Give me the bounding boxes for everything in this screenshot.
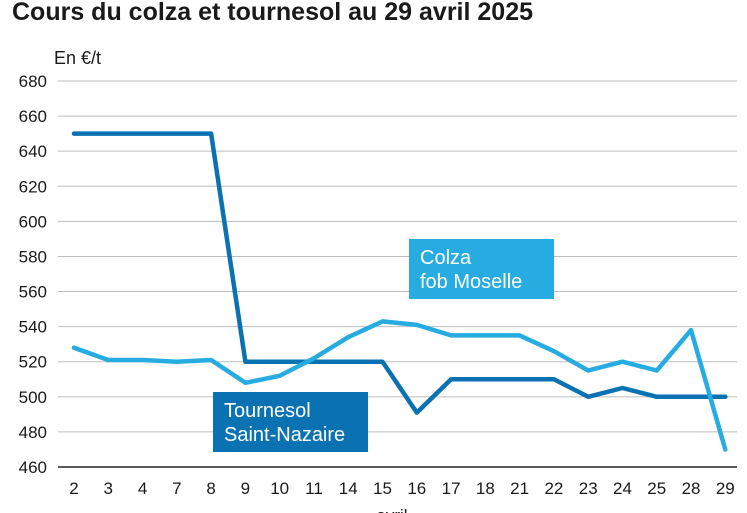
y-tick-label: 460: [19, 458, 47, 477]
series-label-box: [213, 392, 368, 452]
x-tick-label: 24: [613, 479, 632, 498]
x-tick-label: 28: [682, 479, 701, 498]
x-axis-label: avril: [376, 506, 407, 513]
x-tick-label: 17: [442, 479, 461, 498]
y-tick-label: 500: [19, 388, 47, 407]
x-tick-label: 23: [579, 479, 598, 498]
y-tick-label: 640: [19, 142, 47, 161]
x-tick-label: 21: [510, 479, 529, 498]
x-tick-label: 2: [69, 479, 78, 498]
y-tick-label: 480: [19, 423, 47, 442]
grid-lines: [58, 80, 737, 468]
y-axis-ticks: 460 480 500 520 540 560 580 600 620 640 660 680: [19, 72, 47, 477]
series-lines: [71, 131, 728, 452]
series-line-tournesol: [71, 131, 728, 415]
x-tick-label: 10: [270, 479, 289, 498]
x-tick-label: 15: [373, 479, 392, 498]
x-tick-label: 25: [647, 479, 666, 498]
y-tick-label: 620: [19, 177, 47, 196]
y-tick-label: 680: [19, 72, 47, 91]
x-tick-label: 14: [339, 479, 358, 498]
x-tick-label: 16: [407, 479, 426, 498]
y-tick-label: 580: [19, 247, 47, 266]
x-tick-label: 3: [104, 479, 113, 498]
y-tick-label: 520: [19, 353, 47, 372]
y-tick-label: 660: [19, 107, 47, 126]
x-tick-label: 4: [138, 479, 147, 498]
y-tick-label: 540: [19, 318, 47, 337]
series-label-text: Colza: [420, 247, 472, 269]
x-tick-label: 22: [544, 479, 563, 498]
x-axis-ticks: 2 3 4 7 8 9 10 11 14 15 16 17 18 21 22 23 24 25 28 29: [69, 479, 735, 498]
x-tick-label: 8: [206, 479, 215, 498]
x-tick-label: 18: [476, 479, 495, 498]
chart-title: Cours du colza et tournesol au 29 avril …: [12, 0, 534, 26]
y-tick-label: 560: [19, 283, 47, 302]
x-tick-label: 29: [716, 479, 735, 498]
series-line-colza: [71, 319, 728, 452]
y-axis-unit-label: En €/t: [54, 48, 101, 68]
series-label-text: Tournesol: [224, 400, 311, 422]
series-label-text: fob Moselle: [420, 271, 522, 293]
series-label-text: Saint-Nazaire: [224, 424, 345, 446]
x-tick-label: 9: [241, 479, 250, 498]
x-tick-label: 7: [172, 479, 181, 498]
x-tick-label: 11: [305, 479, 323, 498]
y-tick-label: 600: [19, 212, 47, 231]
series-label-box: [409, 239, 554, 299]
